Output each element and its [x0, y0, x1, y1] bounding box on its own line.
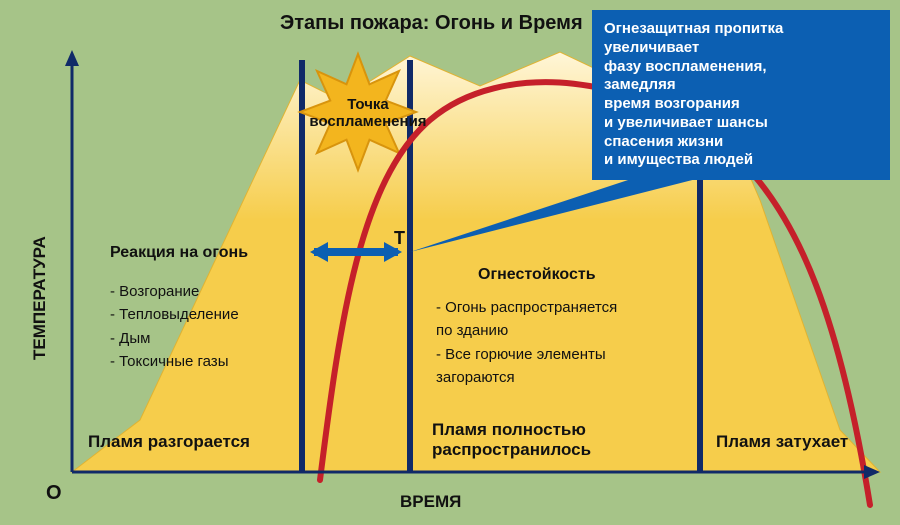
infobox-line: спасения жизни — [604, 133, 878, 152]
t-period-label: T — [394, 228, 405, 249]
fire-resistance-title: Огнестойкость — [478, 266, 596, 284]
ignition-label-line2: воспламенения — [309, 113, 426, 130]
origin-label: O — [46, 482, 62, 505]
phase-center-line2: распространилось — [432, 440, 591, 459]
fire-reaction-title: Реакция на огонь — [110, 244, 248, 262]
chart-title: Этапы пожара: Огонь и Время — [280, 12, 583, 35]
infobox-line: замедляя — [604, 76, 878, 95]
phase-center-line1: Пламя полностью — [432, 420, 586, 439]
phase-label-igniting: Пламя разгорается — [88, 432, 298, 452]
ignition-label-line1: Точка — [347, 96, 389, 113]
list-item: - Дым — [110, 327, 239, 350]
phase-label-spread: Пламя полностью распространилось — [432, 420, 692, 460]
ignition-point-label: Точка воспламенения — [308, 96, 428, 131]
fire-reaction-list: - Возгорание- Тепловыделение- Дым- Токси… — [110, 280, 239, 373]
fire-retardant-infobox: Огнезащитная пропиткаувеличиваетфазу вос… — [592, 10, 890, 180]
x-axis-label: ВРЕМЯ — [400, 492, 461, 512]
figure-canvas: Этапы пожара: Огонь и Время ТЕМПЕРАТУРА … — [0, 0, 900, 525]
list-item: - Возгорание — [110, 280, 239, 303]
infobox-line: Огнезащитная пропитка — [604, 20, 878, 39]
infobox-line: время возгорания — [604, 95, 878, 114]
list-item: - Тепловыделение — [110, 303, 239, 326]
infobox-line: и увеличивает шансы — [604, 114, 878, 133]
list-item: - Все горючие элементы — [436, 343, 617, 366]
list-item: загораются — [436, 366, 617, 389]
list-item: - Токсичные газы — [110, 350, 239, 373]
y-axis-label: ТЕМПЕРАТУРА — [30, 236, 50, 360]
infobox-line: и имущества людей — [604, 151, 878, 170]
fire-resistance-list: - Огонь распространяется по зданию - Все… — [436, 296, 617, 389]
phase-label-decay: Пламя затухает — [716, 432, 896, 452]
list-item: - Огонь распространяется — [436, 296, 617, 319]
infobox-line: фазу воспламенения, — [604, 58, 878, 77]
list-item: по зданию — [436, 319, 617, 342]
infobox-line: увеличивает — [604, 39, 878, 58]
